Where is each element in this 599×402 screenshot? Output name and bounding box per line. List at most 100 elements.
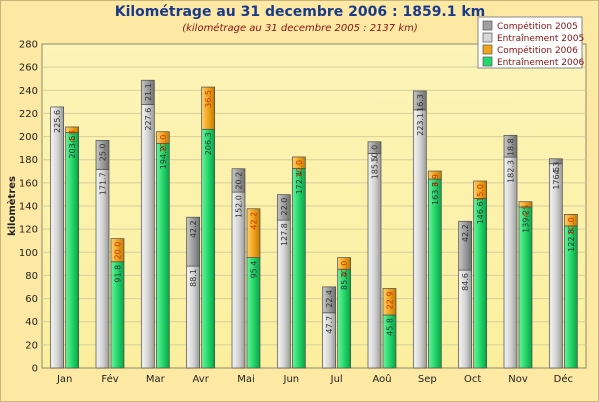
- x-tick-label: Sep: [418, 374, 437, 385]
- bar-segment: [518, 201, 533, 208]
- bar-segment: [427, 170, 442, 180]
- bar-segment: [186, 216, 201, 267]
- chart-subtitle: (kilométrage au 31 decembre 2005 : 2137 …: [182, 22, 418, 34]
- y-tick-label: 200: [19, 132, 38, 143]
- bar-segment: [140, 104, 155, 369]
- bar-value-label: 185.5: [371, 156, 380, 179]
- bar-value-label: 84.6: [461, 273, 470, 291]
- legend: Compétition 2005 Entraînement 2005Compéti…: [477, 16, 584, 69]
- bar-value-label: 18.8: [507, 138, 516, 156]
- legend-label: Compétition 2006: [497, 45, 578, 56]
- bar-value-label: 45.8: [386, 318, 395, 336]
- y-tick-label: 80: [25, 271, 38, 282]
- bar-value-label: 42.2: [189, 220, 198, 238]
- bar-value-label: 25.0: [99, 143, 108, 161]
- x-tick-label: Jun: [283, 374, 300, 385]
- bar-value-label: 182.3: [507, 160, 516, 183]
- bar-value-label: 16.3: [416, 94, 425, 112]
- x-tick-label: Nov: [508, 374, 528, 385]
- bar-segment: [95, 168, 110, 369]
- bar-value-label: 172.4: [295, 172, 304, 195]
- bar-value-label: 47.7: [325, 316, 334, 334]
- bar-value-label: 42.2: [461, 224, 470, 242]
- bar-value-label: 21.1: [144, 83, 153, 101]
- y-tick-label: 260: [19, 63, 38, 74]
- y-tick-label: 160: [19, 178, 38, 189]
- bar-segment: [458, 220, 473, 271]
- bar-segment: [110, 238, 125, 263]
- y-axis-label: kilomètres: [6, 176, 18, 236]
- bar-value-label: 206.3: [204, 132, 213, 155]
- y-tick-label: 180: [19, 155, 38, 166]
- x-tick-label: Aoû: [372, 373, 391, 385]
- bar-segment: [246, 208, 261, 258]
- bar-segment: [382, 288, 397, 316]
- x-tick-label: Oct: [464, 374, 481, 385]
- bar-value-label: 225.6: [53, 110, 62, 133]
- legend-swatch: [482, 32, 493, 43]
- bar-segment: [231, 168, 246, 193]
- bar-segment: [548, 158, 563, 165]
- y-tick-label: 140: [19, 202, 38, 213]
- y-axis-ticks: 0 20 40 60 80 100 120 140 160 180 200 220 240 260 280: [19, 40, 38, 375]
- legend-label: Compétition 2005: [497, 21, 578, 32]
- bar-value-label: 176.5: [552, 167, 561, 190]
- bar-segment: [503, 156, 518, 369]
- y-tick-label: 40: [25, 317, 38, 328]
- bar-segment: [201, 86, 216, 130]
- bar-segment: [427, 178, 442, 369]
- bar-segment: [201, 128, 216, 369]
- bar-value-label: 227.6: [144, 108, 153, 131]
- bar-value-label: 85.4: [340, 272, 349, 290]
- y-tick-label: 120: [19, 225, 38, 236]
- bar-segment: [291, 168, 306, 369]
- bar-value-label: 6.9: [431, 174, 440, 187]
- x-tick-label: Jan: [56, 374, 72, 385]
- bar-value-label: 4.5: [522, 205, 531, 218]
- y-tick-label: 240: [19, 86, 38, 97]
- y-tick-label: 60: [25, 294, 38, 305]
- bar-value-label: 20.0: [114, 242, 123, 260]
- bar-segment: [291, 156, 306, 169]
- bar-value-label: 152.0: [235, 195, 244, 218]
- bar-value-label: 10.0: [159, 135, 168, 153]
- x-tick-label: Jul: [330, 374, 343, 385]
- bar-value-label: 163.3: [431, 182, 440, 205]
- x-axis-ticks: Jan Fév Mar Avr Mai Jun Jul Aoû Sep Oct Nov Déc: [56, 373, 573, 385]
- bar-segment: [473, 180, 488, 199]
- bar-value-label: 15.0: [476, 184, 485, 202]
- bar-segment: [65, 126, 80, 133]
- bar-value-label: 20.2: [235, 172, 244, 190]
- y-tick-label: 100: [19, 248, 38, 259]
- bar-segment: [563, 213, 578, 227]
- y-tick-label: 20: [25, 340, 38, 351]
- chart-title: Kilométrage au 31 decembre 2006 : 1859.1…: [115, 4, 486, 20]
- bar-segment: [155, 142, 170, 369]
- bar-segment: [412, 90, 427, 111]
- x-tick-label: Avr: [193, 374, 210, 385]
- bar-value-label: 88.1: [189, 269, 198, 287]
- bar-value-label: 95.4: [250, 261, 259, 279]
- x-tick-label: Fév: [101, 373, 118, 385]
- bar-segment: [50, 106, 65, 369]
- x-tick-label: Mar: [146, 374, 166, 385]
- bar-value-label: 22.4: [325, 290, 334, 308]
- bar-value-label: 122.8: [567, 229, 576, 252]
- bar-segment: [367, 141, 382, 154]
- bar-segment: [548, 163, 563, 369]
- bar-value-label: 10.0: [371, 145, 380, 163]
- bar-value-label: 4.3: [552, 162, 561, 175]
- bar-segment: [140, 79, 155, 105]
- bar-value-label: 146.6: [476, 201, 485, 224]
- legend-label: Entraînement 2005: [497, 34, 584, 44]
- bar-value-label: 91.8: [114, 265, 123, 283]
- bar-value-label: 127.8: [280, 223, 289, 246]
- legend-swatch: [482, 56, 493, 67]
- x-tick-label: Déc: [554, 373, 573, 385]
- bar-value-label: 139.2: [522, 210, 531, 233]
- bar-segment: [503, 134, 518, 158]
- bar-value-label: 194.2: [159, 146, 168, 169]
- bar-segment: [65, 132, 80, 369]
- y-tick-label: 220: [19, 109, 38, 120]
